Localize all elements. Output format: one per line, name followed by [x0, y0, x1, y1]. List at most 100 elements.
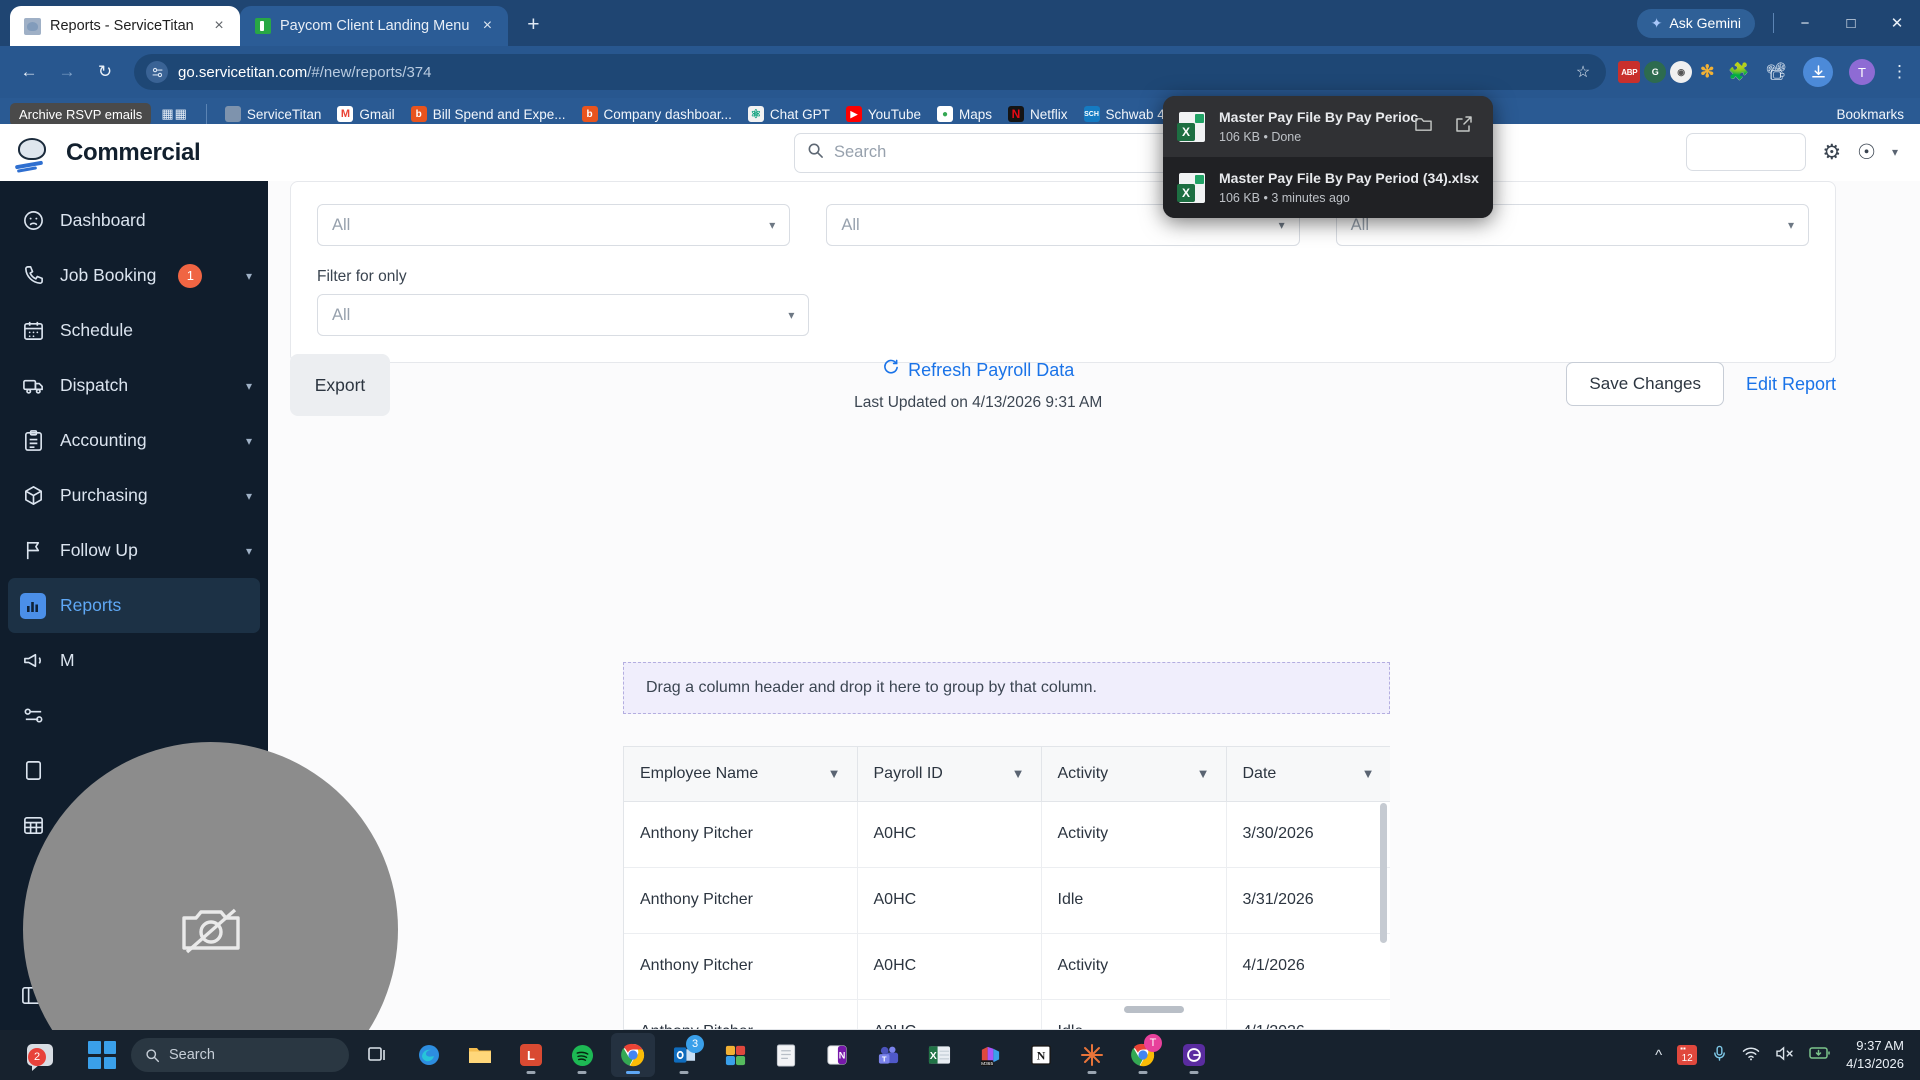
table-row[interactable]: Anthony Pitcher A0HC Activity 3/30/2026 … — [624, 801, 1390, 868]
minimize-button[interactable]: − — [1800, 14, 1810, 32]
sidebar-item-reports[interactable]: Reports — [8, 578, 260, 633]
column-header-date[interactable]: Date ▼ — [1226, 747, 1390, 802]
back-icon[interactable]: ← — [20, 62, 38, 81]
asterisk-extension-icon[interactable]: ✻ — [1700, 62, 1715, 81]
address-bar[interactable]: go.servicetitan.com/#/new/reports/374 ☆ — [134, 54, 1607, 90]
filter-icon[interactable]: ▼ — [1011, 766, 1025, 782]
filter-select-1[interactable]: All ▾ — [317, 204, 791, 246]
taskbar-chat-button[interactable]: 2 — [0, 1044, 80, 1066]
google-extension-icon[interactable]: ◉ — [1670, 61, 1693, 83]
sidebar-item-forms[interactable] — [0, 743, 268, 798]
chevron-down-icon[interactable]: ▾ — [245, 543, 252, 558]
photos-icon[interactable] — [713, 1033, 757, 1077]
forward-icon[interactable]: → — [58, 62, 76, 81]
task-view-icon[interactable] — [356, 1033, 400, 1077]
column-header-activity[interactable]: Activity ▼ — [1041, 747, 1227, 802]
m365-icon[interactable]: M365 — [968, 1033, 1012, 1077]
horizontal-scrollbar[interactable] — [1124, 1006, 1184, 1013]
sidebar-item-follow-up[interactable]: Follow Up ▾ — [0, 523, 268, 578]
bookmarks-overflow-label[interactable]: Bookmarks — [1836, 106, 1904, 122]
onenote-icon[interactable]: N — [815, 1033, 859, 1077]
site-settings-icon[interactable] — [146, 61, 168, 83]
ask-gemini-button[interactable]: ✦ Ask Gemini — [1636, 8, 1755, 38]
close-icon[interactable]: × — [214, 17, 224, 34]
mic-icon[interactable] — [1712, 1045, 1727, 1066]
bookmark-youtube[interactable]: ▶ YouTube — [840, 103, 927, 125]
open-external-icon[interactable] — [1451, 115, 1477, 138]
bookmark-netflix[interactable]: N Netflix — [1002, 103, 1074, 125]
maximize-button[interactable]: □ — [1846, 14, 1856, 32]
chrome2-icon[interactable]: T — [1121, 1033, 1165, 1077]
close-icon[interactable]: × — [482, 17, 493, 34]
sidebar-item-inventory[interactable] — [0, 798, 268, 853]
sidebar-item-settings[interactable] — [0, 688, 268, 743]
sidebar-item-accounting[interactable]: Accounting ▾ — [0, 413, 268, 468]
chevron-down-icon[interactable]: ▾ — [245, 433, 252, 448]
bookmark-servicetitan[interactable]: ServiceTitan — [219, 103, 328, 125]
bookmark-company-dashboard[interactable]: b Company dashboar... — [576, 103, 738, 125]
extensions-puzzle-icon[interactable]: 🧩 — [1728, 62, 1750, 81]
start-button[interactable] — [80, 1033, 124, 1077]
gear-icon[interactable]: ⚙ — [1822, 140, 1842, 164]
notion-icon[interactable]: N — [1019, 1033, 1063, 1077]
battery-icon[interactable] — [1809, 1046, 1831, 1064]
sidebar-item-marketing[interactable]: M — [0, 633, 268, 688]
chrome-menu-icon[interactable]: ⋮ — [1891, 62, 1908, 81]
tray-chevron-up-icon[interactable]: ^ — [1655, 1046, 1663, 1064]
filter-for-only-select[interactable]: All ▾ — [317, 294, 810, 336]
cast-icon[interactable]: 📽 — [1765, 62, 1787, 81]
sidebar-item-dispatch[interactable]: Dispatch ▾ — [0, 358, 268, 413]
file-explorer-icon[interactable] — [458, 1033, 502, 1077]
sidebar-item-schedule[interactable]: Schedule — [0, 303, 268, 358]
filter-icon[interactable]: ▼ — [1361, 766, 1375, 782]
adblock-icon[interactable]: ABP — [1618, 61, 1641, 83]
download-item[interactable]: X Master Pay File By Pay Perioc 106 KB •… — [1163, 96, 1493, 157]
chevron-down-icon[interactable]: ▾ — [1891, 145, 1898, 159]
refresh-payroll-data-button[interactable]: Refresh Payroll Data — [882, 359, 1074, 381]
folder-icon[interactable] — [1410, 116, 1437, 138]
grammarly-extension-icon[interactable]: G — [1644, 61, 1667, 83]
group-by-dropzone[interactable]: Drag a column header and drop it here to… — [623, 662, 1390, 714]
taskbar-search[interactable]: Search — [131, 1038, 349, 1072]
chrome-icon[interactable] — [611, 1033, 655, 1077]
profile-avatar[interactable]: T — [1849, 59, 1875, 85]
bookmark-gmail[interactable]: M Gmail — [331, 103, 400, 125]
column-header-payroll-id[interactable]: Payroll ID ▼ — [857, 747, 1042, 802]
calendar-tray-icon[interactable]: ▪▪ 12 — [1677, 1044, 1698, 1065]
chevron-down-icon[interactable]: ▾ — [245, 378, 252, 393]
sidebar-item-job-booking[interactable]: Job Booking 1 ▾ — [0, 248, 268, 303]
spotify-icon[interactable] — [560, 1033, 604, 1077]
table-row[interactable]: Anthony Pitcher A0HC Idle 4/1/2026 0.016… — [624, 999, 1390, 1029]
filter-icon[interactable]: ▼ — [827, 766, 841, 782]
column-header-employee-name[interactable]: Employee Name ▼ — [624, 747, 858, 802]
edit-report-link[interactable]: Edit Report — [1745, 373, 1836, 394]
bookmark-maps[interactable]: ● Maps — [931, 103, 998, 125]
downloads-icon[interactable] — [1803, 57, 1833, 87]
table-row[interactable]: Anthony Pitcher A0HC Activity 4/1/2026 1… — [624, 933, 1390, 1000]
edge-icon[interactable] — [407, 1033, 451, 1077]
chevron-down-icon[interactable]: ▾ — [245, 268, 252, 283]
top-pill-button[interactable] — [1686, 133, 1807, 171]
reload-icon[interactable]: ↻ — [97, 62, 113, 81]
l-app-icon[interactable]: L — [509, 1033, 553, 1077]
sidebar-item-dashboard[interactable]: Dashboard — [0, 193, 268, 248]
filter-select-2[interactable]: All ▾ — [826, 204, 1300, 246]
asterisk-icon[interactable] — [1070, 1033, 1114, 1077]
bookmark-bill-spend[interactable]: b Bill Spend and Expe... — [405, 103, 572, 125]
taskbar-clock[interactable]: 9:37 AM 4/13/2026 — [1846, 1037, 1904, 1072]
download-item[interactable]: X Master Pay File By Pay Period (34).xls… — [1163, 157, 1493, 218]
teams-icon[interactable]: T — [866, 1033, 910, 1077]
bookmark-star-icon[interactable]: ☆ — [1575, 64, 1591, 81]
account-icon[interactable]: ☉ — [1857, 140, 1876, 164]
vertical-scrollbar[interactable] — [1380, 803, 1387, 943]
table-row[interactable]: Anthony Pitcher A0HC Idle 3/31/2026 0.01… — [624, 867, 1390, 934]
close-window-button[interactable]: ✕ — [1890, 15, 1904, 32]
outlook-icon[interactable]: 3 — [662, 1033, 706, 1077]
bookmark-chat-gpt[interactable]: ⚛ Chat GPT — [742, 103, 836, 125]
sidebar-item-purchasing[interactable]: Purchasing ▾ — [0, 468, 268, 523]
chevron-down-icon[interactable]: ▾ — [245, 488, 252, 503]
tab-paycom-client-landing-menu[interactable]: Paycom Client Landing Menu × — [240, 6, 509, 46]
filter-icon[interactable]: ▼ — [1196, 766, 1210, 782]
notepad-icon[interactable] — [764, 1033, 808, 1077]
save-changes-button[interactable]: Save Changes — [1566, 362, 1724, 406]
